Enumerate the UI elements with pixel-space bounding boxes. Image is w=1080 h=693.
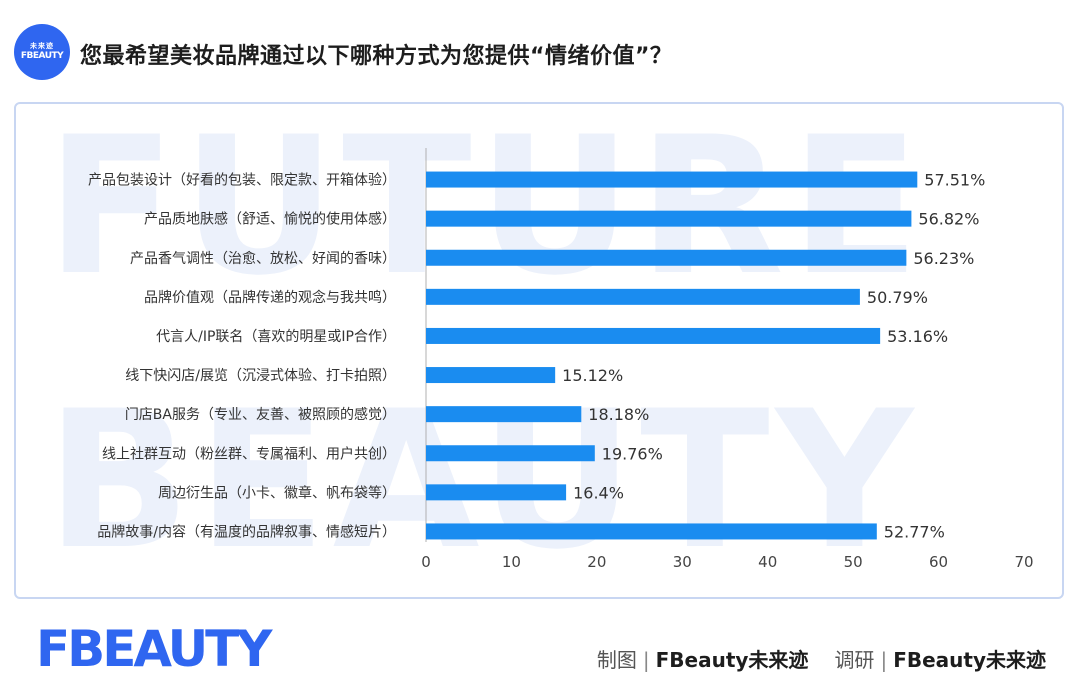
x-tick-label: 0 bbox=[421, 553, 431, 571]
x-tick-label: 10 bbox=[502, 553, 521, 571]
category-label: 品牌价值观（品牌传递的观念与我共鸣） bbox=[144, 289, 396, 306]
bar bbox=[426, 210, 912, 227]
bar bbox=[426, 249, 907, 266]
research-label: 调研 bbox=[834, 648, 875, 672]
brand-logo-badge: 未来迹 FBEAUTY bbox=[14, 24, 70, 80]
credit-separator: | bbox=[880, 648, 888, 672]
logo-text-en: FBEAUTY bbox=[20, 51, 64, 61]
bar bbox=[426, 445, 595, 462]
bar bbox=[426, 327, 881, 344]
category-label: 产品香气调性（治愈、放松、好闻的香味） bbox=[130, 251, 396, 267]
value-label: 57.51% bbox=[924, 171, 985, 190]
bar bbox=[426, 406, 582, 423]
chart-panel: FUTURE BEAUTY 产品包装设计（好看的包装、限定款、开箱体验） 57.5… bbox=[14, 102, 1064, 599]
category-label: 代言人/IP联名（喜欢的明星或IP合作） bbox=[156, 329, 396, 345]
value-label: 16.4% bbox=[573, 483, 624, 502]
x-tick-label: 60 bbox=[929, 553, 948, 571]
value-label: 56.82% bbox=[918, 210, 979, 229]
research-by: FBeauty未来迹 bbox=[893, 648, 1046, 672]
x-tick-label: 30 bbox=[673, 553, 692, 571]
bar bbox=[426, 484, 567, 501]
made-label: 制图 bbox=[596, 648, 637, 672]
category-label: 周边衍生品（小卡、徽章、帆布袋等） bbox=[158, 484, 396, 501]
value-label: 50.79% bbox=[867, 288, 928, 307]
made-by: FBeauty未来迹 bbox=[655, 648, 809, 672]
category-label: 品牌故事/内容（有温度的品牌叙事、情感短片） bbox=[97, 523, 396, 540]
bar-chart: 产品包装设计（好看的包装、限定款、开箱体验） 57.51% 产品质地肤感（舒适、愉悦… bbox=[88, 148, 1034, 571]
bar bbox=[426, 171, 918, 188]
credit-separator: | bbox=[642, 648, 650, 672]
category-label: 产品质地肤感（舒适、愉悦的使用体感） bbox=[144, 211, 396, 228]
logo-text-cn: 未来迹 bbox=[30, 42, 54, 50]
chart-question-title: 您最希望美妆品牌通过以下哪种方式为您提供“情绪价值”？ bbox=[80, 44, 673, 69]
watermark-line-1: FUTURE bbox=[46, 102, 927, 317]
category-label: 门店BA服务（专业、友善、被照顾的感觉） bbox=[125, 406, 396, 423]
bar bbox=[426, 367, 556, 384]
bar bbox=[426, 288, 860, 305]
value-label: 56.23% bbox=[913, 249, 974, 268]
bar bbox=[426, 523, 877, 540]
footer-fbeauty-logo: FBEAUTY bbox=[36, 620, 272, 678]
category-label: 线上社群互动（粉丝群、专属福利、用户共创） bbox=[102, 445, 396, 462]
x-tick-label: 70 bbox=[1014, 553, 1033, 571]
value-label: 53.16% bbox=[887, 327, 948, 346]
value-label: 52.77% bbox=[884, 522, 945, 541]
x-tick-label: 40 bbox=[758, 553, 777, 571]
x-tick-label: 50 bbox=[844, 553, 863, 571]
category-label: 产品包装设计（好看的包装、限定款、开箱体验） bbox=[88, 173, 396, 189]
value-label: 19.76% bbox=[602, 444, 663, 463]
value-label: 15.12% bbox=[562, 366, 623, 385]
credits: 制图 | FBeauty未来迹 调研 | FBeauty未来迹 bbox=[597, 644, 1046, 673]
value-label: 18.18% bbox=[588, 405, 649, 424]
header: 未来迹 FBEAUTY 您最希望美妆品牌通过以下哪种方式为您提供“情绪价值”？ bbox=[14, 24, 1064, 80]
category-label: 线下快闪店/展览（沉浸式体验、打卡拍照） bbox=[125, 367, 396, 384]
x-tick-label: 20 bbox=[587, 553, 606, 571]
